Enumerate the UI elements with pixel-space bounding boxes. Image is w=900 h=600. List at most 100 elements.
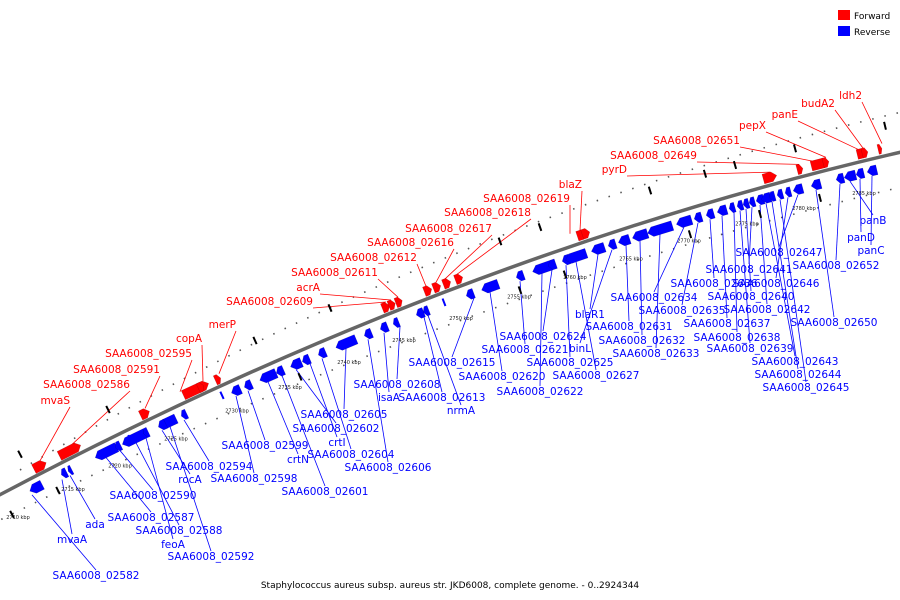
label-saa6008-02616[interactable]: SAA6008_02616	[367, 237, 454, 249]
label-saa6008-02620[interactable]: SAA6008_02620	[459, 371, 546, 383]
label-saa6008-02587[interactable]: SAA6008_02587	[108, 512, 195, 524]
label-saa6008-02602[interactable]: SAA6008_02602	[293, 423, 380, 435]
label-saa6008-02586[interactable]: SAA6008_02586	[43, 379, 130, 391]
gene-feoa[interactable]	[142, 427, 151, 438]
label-saa6008-02652[interactable]: SAA6008_02652	[793, 260, 880, 272]
label-saa6008-02621[interactable]: SAA6008_02621	[482, 344, 569, 356]
gene-saa6008-02633[interactable]	[646, 220, 675, 238]
label-saa6008-02598[interactable]: SAA6008_02598	[211, 473, 298, 485]
gene-saa6008-02652[interactable]	[835, 172, 846, 185]
label-feoa[interactable]: feoA	[161, 539, 186, 551]
label-saa6008-02613[interactable]: SAA6008_02613	[399, 392, 486, 404]
label-pand[interactable]: panD	[847, 232, 875, 244]
label-crtn[interactable]: crtN	[287, 454, 309, 466]
label-saa6008-02650[interactable]: SAA6008_02650	[791, 317, 878, 329]
gene-isaa[interactable]	[378, 321, 390, 334]
label-saa6008-02636[interactable]: SAA6008_02636	[671, 278, 758, 290]
gene-saa6008-02634[interactable]	[675, 214, 694, 229]
gene-panb[interactable]	[843, 169, 858, 183]
label-ada[interactable]: ada	[85, 519, 105, 531]
label-saa6008-02582[interactable]: SAA6008_02582	[53, 570, 140, 582]
gene-saa6008-02636[interactable]	[705, 208, 716, 220]
label-saa6008-02632[interactable]: SAA6008_02632	[599, 335, 686, 347]
gene-saa6008-02615[interactable]	[465, 288, 476, 300]
gene-saa6008-02611[interactable]	[393, 296, 404, 308]
label-saa6008-02590[interactable]: SAA6008_02590	[110, 490, 197, 502]
label-panb[interactable]: panB	[860, 215, 887, 227]
label-panc[interactable]: panC	[857, 245, 884, 257]
label-saa6008-02634[interactable]: SAA6008_02634	[611, 292, 698, 304]
label-saa6008-02645[interactable]: SAA6008_02645	[763, 382, 850, 394]
label-blar1[interactable]: blaR1	[575, 309, 605, 321]
label-saa6008-02588[interactable]: SAA6008_02588	[136, 525, 223, 537]
label-saa6008-02599[interactable]: SAA6008_02599	[222, 440, 309, 452]
gene-saa6008-02605[interactable]	[334, 334, 359, 353]
gene-crtn[interactable]	[258, 368, 279, 384]
label-saa6008-02649[interactable]: SAA6008_02649	[610, 150, 697, 162]
gene-saa6008-02617[interactable]	[441, 277, 452, 290]
gene-saa6008-02646[interactable]	[784, 186, 793, 198]
label-saa6008-02644[interactable]: SAA6008_02644	[755, 369, 842, 381]
label-saa6008-02606[interactable]: SAA6008_02606	[345, 462, 432, 474]
gene-saa6008-02641[interactable]	[748, 196, 757, 208]
gene-nrma[interactable]	[421, 305, 431, 317]
label-isaa[interactable]: isaA	[378, 392, 401, 404]
gene-saa6008-02635[interactable]	[693, 211, 704, 224]
label-saa6008-02594[interactable]: SAA6008_02594	[166, 461, 253, 473]
gene-saa6008-02643[interactable]	[760, 191, 773, 204]
gene-saa6008-02594[interactable]	[179, 408, 190, 421]
label-mvas[interactable]: mvaS	[40, 395, 70, 407]
gene-saa6008-02638[interactable]	[728, 202, 737, 214]
label-copa[interactable]: copA	[176, 333, 203, 345]
label-pane[interactable]: panE	[772, 109, 798, 121]
gene-mvas[interactable]	[31, 458, 48, 474]
gene-pepx[interactable]	[821, 157, 830, 169]
label-saa6008-02627[interactable]: SAA6008_02627	[553, 370, 640, 382]
label-mvaa[interactable]: mvaA	[57, 534, 88, 546]
gene-saa6008-02608[interactable]	[391, 316, 401, 329]
label-nrma[interactable]: nrmA	[447, 405, 476, 417]
gene-saa6008-02602[interactable]	[289, 357, 304, 372]
gene-saa6008-02586[interactable]	[56, 441, 83, 461]
label-saa6008-02619[interactable]: SAA6008_02619	[483, 193, 570, 205]
gene-saa6008-02606[interactable]	[362, 327, 374, 340]
gene-saa6008-02620[interactable]	[480, 278, 501, 295]
label-saa6008-02617[interactable]: SAA6008_02617	[405, 223, 492, 235]
label-saa6008-02601[interactable]: SAA6008_02601	[282, 486, 369, 498]
gene-saa6008-02627[interactable]	[564, 248, 589, 265]
gene-saa6008-02637[interactable]	[716, 204, 729, 217]
gene-saa6008-02640[interactable]	[742, 198, 751, 210]
gene-saa6008-02616[interactable]	[431, 281, 442, 294]
label-saa6008-02625[interactable]: SAA6008_02625	[527, 357, 614, 369]
label-saa6008-02612[interactable]: SAA6008_02612	[330, 252, 417, 264]
label-saa6008-02647[interactable]: SAA6008_02647	[736, 247, 823, 259]
gene-ldh2[interactable]	[876, 143, 883, 155]
label-saa6008-02591[interactable]: SAA6008_02591	[73, 364, 160, 376]
label-saa6008-02639[interactable]: SAA6008_02639	[707, 343, 794, 355]
label-crti[interactable]: crtI	[328, 437, 345, 449]
label-saa6008-02624[interactable]: SAA6008_02624	[500, 331, 587, 343]
gene-buda2[interactable]	[860, 147, 869, 159]
label-saa6008-02611[interactable]: SAA6008_02611	[291, 267, 378, 279]
gene-blar1[interactable]	[590, 242, 607, 256]
gene-blaz[interactable]	[580, 227, 592, 240]
gene-saa6008-02639[interactable]	[736, 199, 745, 211]
gene-pand[interactable]	[855, 167, 866, 180]
gene-ada[interactable]	[66, 464, 75, 476]
label-acra[interactable]: acrA	[296, 282, 321, 294]
gene-saa6008-02582[interactable]	[27, 479, 45, 495]
gene-saa6008-02632[interactable]	[631, 228, 650, 243]
gene-saa6008-02590[interactable]	[113, 440, 124, 453]
gene-saa6008-02650[interactable]	[810, 178, 823, 191]
label-saa6008-02643[interactable]: SAA6008_02643	[752, 356, 839, 368]
gene-merp[interactable]	[212, 373, 223, 386]
gene-saa6008-02624[interactable]	[547, 258, 558, 271]
label-roca[interactable]: rocA	[178, 474, 202, 486]
label-saa6008-02608[interactable]: SAA6008_02608	[354, 379, 441, 391]
label-saa6008-02631[interactable]: SAA6008_02631	[586, 321, 673, 333]
label-saa6008-02633[interactable]: SAA6008_02633	[613, 348, 700, 360]
label-saa6008-02640[interactable]: SAA6008_02640	[708, 291, 795, 303]
gene-saa6008-02647[interactable]	[792, 183, 805, 195]
gene-saa6008-02591[interactable]	[138, 407, 151, 421]
gene-mvaa[interactable]	[59, 467, 70, 480]
